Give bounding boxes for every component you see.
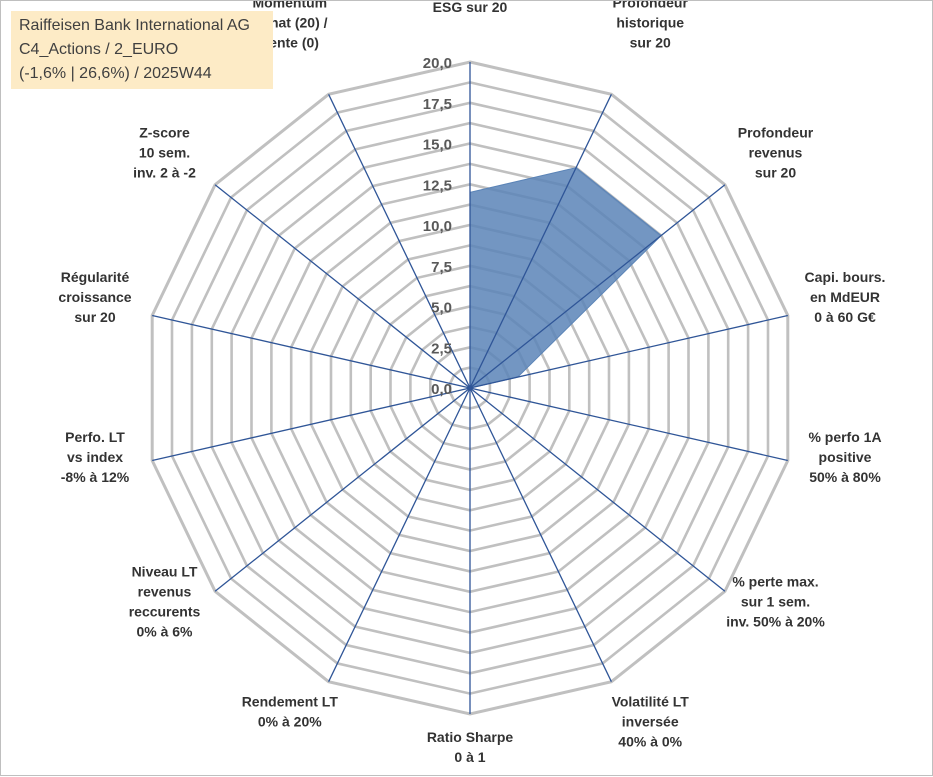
radial-tick-label: 0,0	[431, 381, 452, 398]
radial-tick-label: 10,0	[423, 218, 452, 235]
category-label: NoteESG sur 20	[433, 1, 508, 15]
radial-tick-label: 5,0	[431, 300, 452, 317]
performance-week-label: (-1,6% | 26,6%) / 2025W44	[19, 65, 212, 83]
radial-tick-label: 17,5	[423, 96, 452, 113]
radial-tick-label: 20,0	[423, 55, 452, 72]
category-label: % perte max.sur 1 sem.inv. 50% à 20%	[726, 574, 825, 630]
radial-tick-label: 2,5	[431, 340, 452, 357]
chart-title-box: Raiffeisen Bank International AG C4_Acti…	[11, 11, 273, 89]
radial-tick-label: 12,5	[423, 177, 452, 194]
radial-tick-label: 15,0	[423, 137, 452, 154]
company-name: Raiffeisen Bank International AG	[19, 17, 250, 35]
category-label: C4_Actions / 2_EURO	[19, 41, 178, 59]
radial-tick-label: 7,5	[431, 259, 452, 276]
